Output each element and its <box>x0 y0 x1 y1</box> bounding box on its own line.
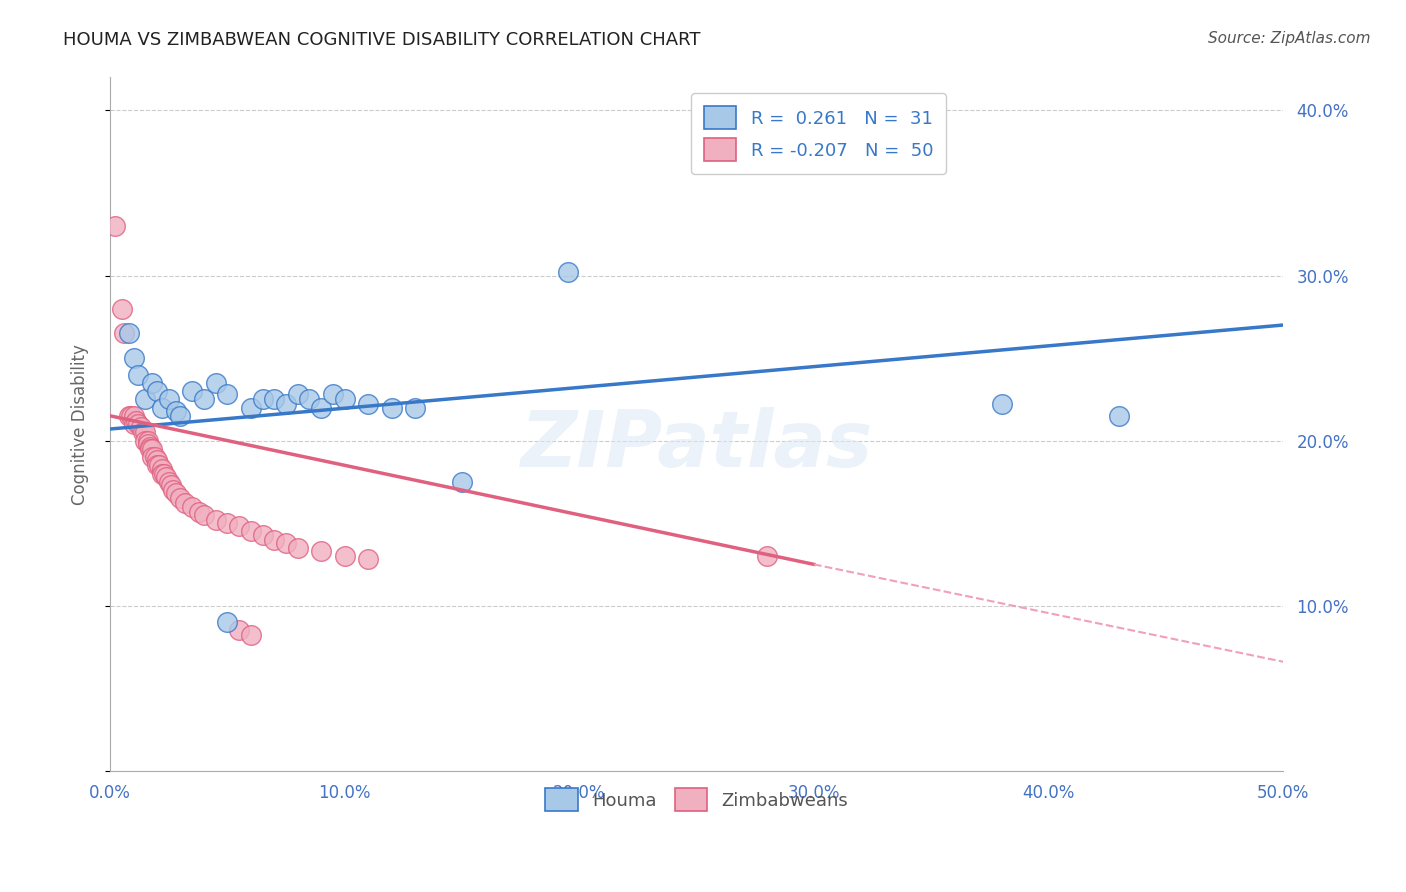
Point <box>148 458 170 473</box>
Point <box>122 351 145 365</box>
Point <box>104 219 127 233</box>
Point <box>333 549 356 563</box>
Point <box>193 392 215 407</box>
Point <box>150 401 173 415</box>
Point <box>141 376 163 390</box>
Point <box>136 434 159 448</box>
Point <box>404 401 426 415</box>
Point <box>287 541 309 555</box>
Point <box>204 376 226 390</box>
Point <box>112 326 135 341</box>
Point <box>132 425 155 440</box>
Point <box>217 615 239 629</box>
Point <box>141 442 163 456</box>
Point <box>120 409 142 423</box>
Point <box>155 470 177 484</box>
Point <box>146 384 169 398</box>
Point <box>139 440 162 454</box>
Point <box>451 475 474 489</box>
Point <box>125 414 148 428</box>
Point <box>263 533 285 547</box>
Point <box>127 417 149 431</box>
Point <box>309 544 332 558</box>
Point <box>122 417 145 431</box>
Point <box>165 486 187 500</box>
Point <box>118 409 141 423</box>
Point <box>239 401 262 415</box>
Text: Source: ZipAtlas.com: Source: ZipAtlas.com <box>1208 31 1371 46</box>
Point <box>181 384 204 398</box>
Point <box>146 453 169 467</box>
Point <box>217 516 239 530</box>
Point <box>333 392 356 407</box>
Point <box>204 513 226 527</box>
Point <box>239 524 262 539</box>
Point <box>357 552 380 566</box>
Point <box>287 387 309 401</box>
Text: HOUMA VS ZIMBABWEAN COGNITIVE DISABILITY CORRELATION CHART: HOUMA VS ZIMBABWEAN COGNITIVE DISABILITY… <box>63 31 700 49</box>
Point <box>228 624 250 638</box>
Point <box>153 467 176 481</box>
Point <box>134 434 156 448</box>
Point <box>990 397 1012 411</box>
Point <box>181 500 204 514</box>
Point <box>157 392 180 407</box>
Point <box>169 409 191 423</box>
Point <box>193 508 215 522</box>
Point <box>127 368 149 382</box>
Point <box>139 442 162 456</box>
Point <box>174 496 197 510</box>
Legend: Houma, Zimbabweans: Houma, Zimbabweans <box>533 775 860 824</box>
Point <box>1108 409 1130 423</box>
Point <box>146 458 169 473</box>
Point <box>188 504 211 518</box>
Point <box>162 483 184 497</box>
Point <box>322 387 344 401</box>
Point <box>169 491 191 506</box>
Point <box>160 478 183 492</box>
Text: ZIPatlas: ZIPatlas <box>520 407 873 483</box>
Point <box>252 392 274 407</box>
Point <box>129 420 152 434</box>
Point <box>557 265 579 279</box>
Point <box>111 301 134 316</box>
Point <box>141 450 163 464</box>
Point <box>150 461 173 475</box>
Point <box>118 326 141 341</box>
Point <box>252 527 274 541</box>
Point <box>136 437 159 451</box>
Point <box>143 450 166 464</box>
Point <box>756 549 779 563</box>
Point <box>274 397 297 411</box>
Point <box>298 392 321 407</box>
Point <box>357 397 380 411</box>
Point <box>134 425 156 440</box>
Point <box>239 628 262 642</box>
Point <box>165 404 187 418</box>
Point <box>309 401 332 415</box>
Point <box>217 387 239 401</box>
Point <box>150 467 173 481</box>
Point <box>122 409 145 423</box>
Point <box>134 392 156 407</box>
Point <box>157 475 180 489</box>
Point <box>274 536 297 550</box>
Point <box>228 519 250 533</box>
Y-axis label: Cognitive Disability: Cognitive Disability <box>72 343 89 505</box>
Point <box>263 392 285 407</box>
Point <box>381 401 404 415</box>
